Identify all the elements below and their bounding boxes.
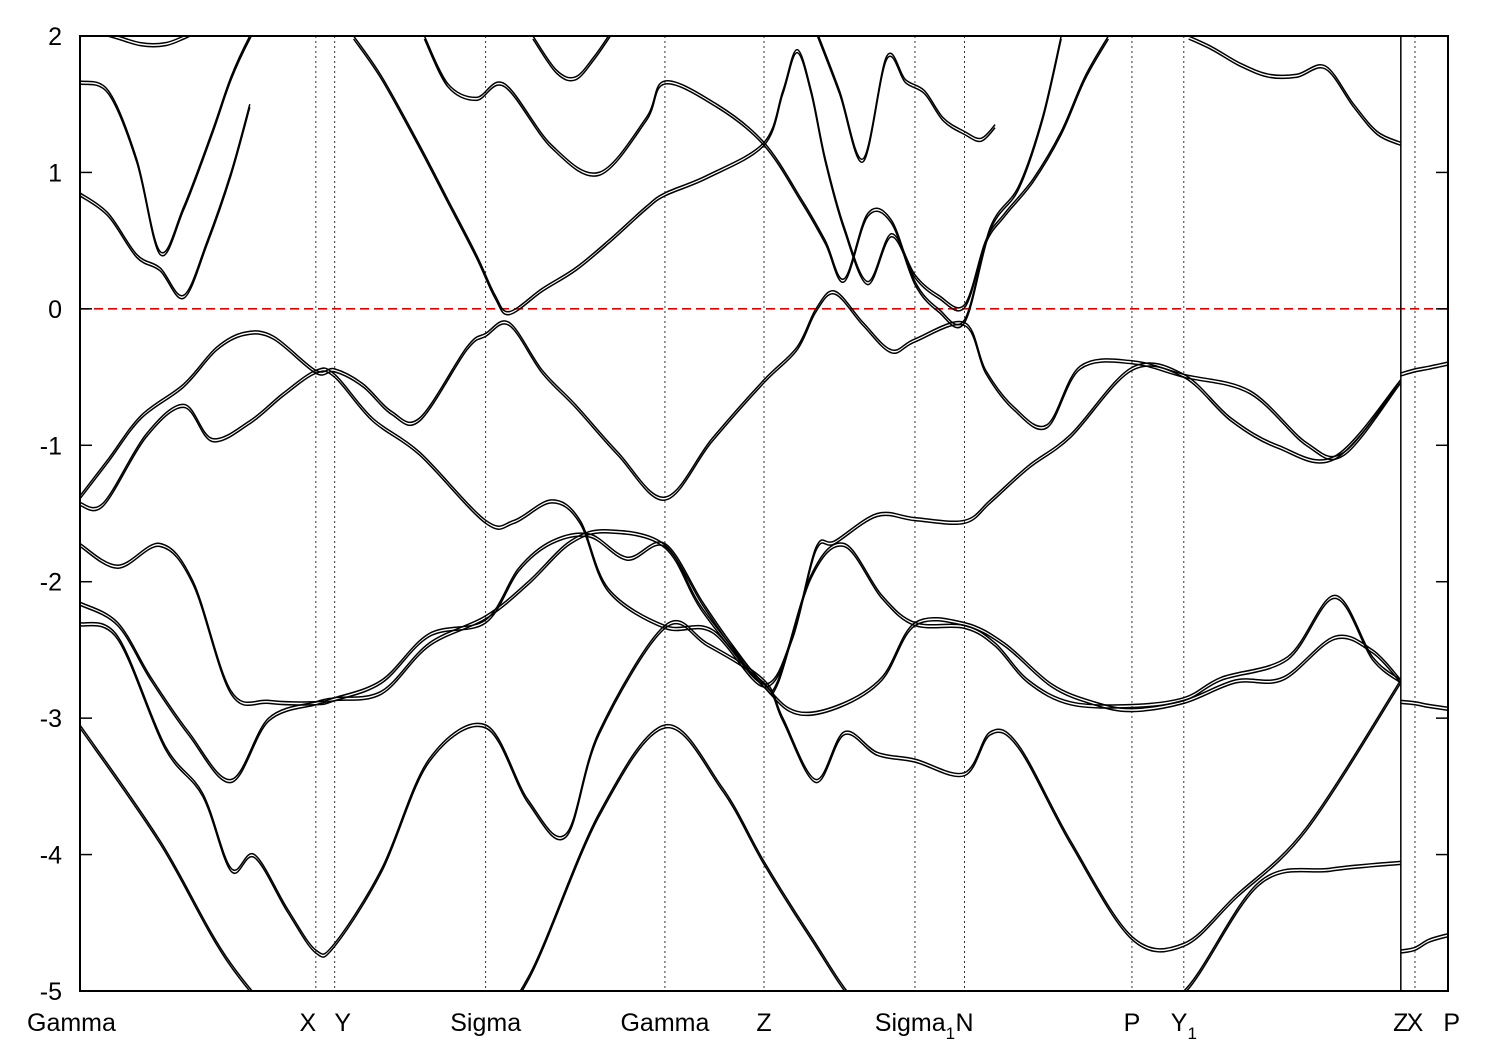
band-12-split xyxy=(104,36,193,48)
band-15 xyxy=(1400,699,1448,708)
band-5-split xyxy=(80,293,1402,501)
y-tick-label: 2 xyxy=(48,23,62,51)
band-16 xyxy=(1400,932,1448,951)
band-4 xyxy=(80,362,1402,685)
band-0 xyxy=(80,724,1401,991)
band-7 xyxy=(80,104,251,297)
y-tick-label: -3 xyxy=(40,705,62,733)
band-0-split xyxy=(80,727,1401,991)
y-tick-label: -2 xyxy=(40,569,62,597)
kpoint-label-10: Z xyxy=(1393,1009,1408,1037)
kpoint-label-6: Sigma1 xyxy=(875,1009,955,1043)
band-2-split xyxy=(80,532,1402,784)
band-1 xyxy=(80,619,1402,955)
y-tick-label: -4 xyxy=(40,842,62,870)
band-12 xyxy=(115,36,186,45)
band-10 xyxy=(532,36,610,79)
band-9 xyxy=(423,36,1062,326)
band-8-split xyxy=(352,38,1110,316)
kpoint-label-11: X xyxy=(1407,1009,1424,1037)
band-16-split xyxy=(1400,935,1448,954)
band-10-split xyxy=(532,36,612,82)
band-15-split xyxy=(1400,702,1448,711)
band-6-split xyxy=(80,36,253,257)
band-13 xyxy=(1188,36,1402,144)
band-9-split xyxy=(423,38,1062,329)
kpoint-label-7: N xyxy=(955,1009,973,1037)
kpoint-labels: Gamma X Y Sigma Gamma Z Sigma1 N P Y1 ZX P xyxy=(27,1009,1460,1043)
band-lines xyxy=(80,36,1448,991)
y-tick-label: 1 xyxy=(48,159,62,187)
kpoint-label-8: P xyxy=(1124,1009,1141,1037)
band-4-split xyxy=(80,365,1402,688)
band-13-split xyxy=(1188,38,1402,147)
y-tick-label: -5 xyxy=(40,978,62,1006)
kpoint-label-4: Gamma xyxy=(620,1009,709,1037)
kpoint-label-2: Y xyxy=(334,1009,351,1037)
band-14-split xyxy=(1400,364,1448,377)
y-tick-label: -1 xyxy=(40,432,62,460)
kpoint-label-9: Y1 xyxy=(1171,1009,1197,1043)
band-11 xyxy=(817,36,996,160)
band-6 xyxy=(80,36,251,254)
band-1-split xyxy=(80,622,1402,958)
band-14 xyxy=(1400,361,1448,374)
y-tick-label: 0 xyxy=(48,296,62,324)
plot-frame xyxy=(79,35,1449,992)
band-3 xyxy=(80,532,1402,706)
y-axis-ticks: 2 1 0 -1 -2 -3 -4 -5 xyxy=(40,23,1448,1006)
kpoint-label-3: Sigma xyxy=(450,1009,521,1037)
kpoint-label-0: Gamma xyxy=(27,1009,116,1037)
band-3-split xyxy=(80,535,1402,709)
band-5 xyxy=(80,290,1402,498)
kpoint-gridlines xyxy=(315,36,1416,991)
kpoint-label-12: P xyxy=(1443,1009,1460,1037)
band-7-split xyxy=(80,107,251,300)
kpoint-label-1: X xyxy=(300,1009,317,1037)
band-11-split xyxy=(816,36,996,163)
kpoint-label-5: Z xyxy=(756,1009,771,1037)
band-8 xyxy=(352,36,1110,313)
